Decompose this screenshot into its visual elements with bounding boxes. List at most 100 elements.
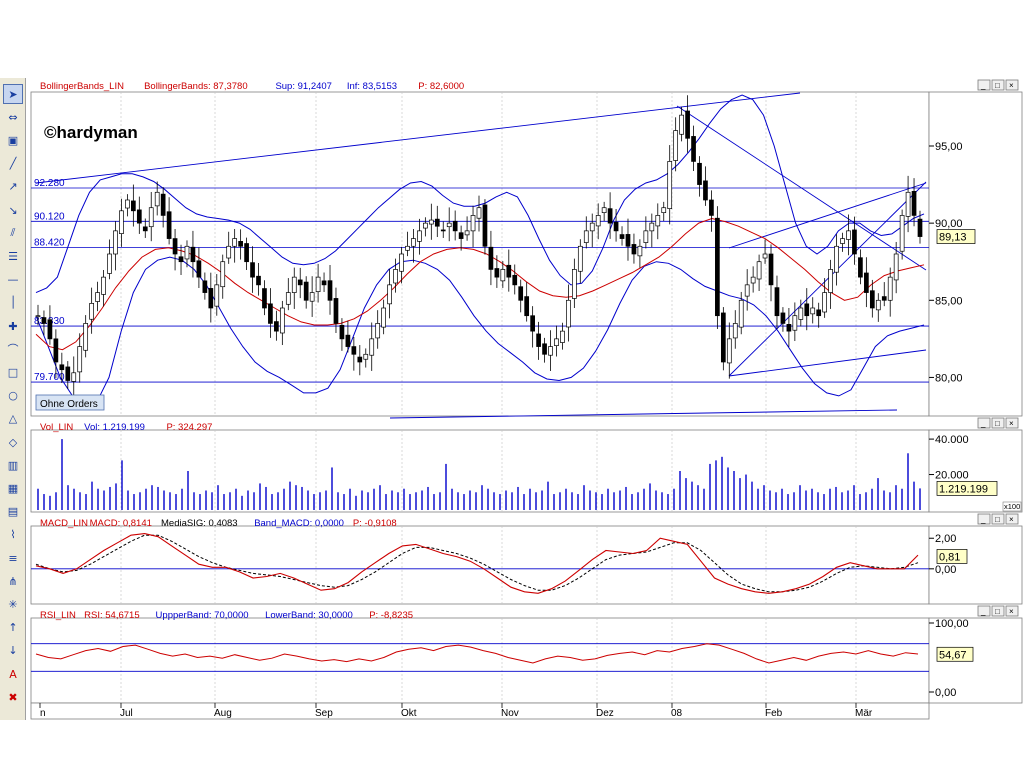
arc-icon[interactable]: ⌒ [7, 343, 19, 357]
volume-axis-label: 40.000 [935, 434, 969, 446]
panel-rsi-maximize-button [991, 605, 1005, 617]
panel-macd-maximize-button [991, 513, 1005, 525]
candle-body [113, 230, 118, 255]
antenna-icon[interactable]: ⌇ [10, 528, 16, 542]
drawing-toolbar: ➤ ⇔ ▣ ╱ ↗ ↘ ⫽ ☰ — │ ✚ ⌒ □ ○ △ ◇ ▥ ▦ ▤ ⌇ ≡ ⋔ ✳ ↑ ↓ A ✖ [0, 78, 26, 720]
month-label: Jul [120, 708, 133, 719]
arrow-line-icon[interactable]: ↘ [8, 203, 18, 217]
panel-volume-minimize-button [977, 417, 991, 429]
candle-body [572, 269, 577, 299]
candle-body [83, 323, 89, 351]
candle-body [834, 245, 839, 273]
candle-body [309, 292, 315, 302]
triangle-icon[interactable]: △ [8, 412, 18, 426]
candle-icon[interactable]: ▤ [7, 505, 19, 519]
down-arrow-icon[interactable]: ↓ [8, 644, 18, 658]
candle-body [685, 110, 690, 139]
candle-body [577, 245, 583, 272]
candle-body [542, 343, 547, 355]
candle-body [756, 261, 762, 280]
rsi-last-value-box [936, 646, 974, 662]
candle-body [905, 191, 911, 217]
candle-body [899, 215, 905, 252]
panel-rsi-window-button-glyph: _ [980, 607, 986, 616]
vertical-line-icon[interactable]: │ [9, 296, 17, 310]
pitchfork-icon[interactable]: ⋔ [8, 574, 18, 588]
trash-icon[interactable]: ✖ [8, 690, 18, 704]
panel-volume-header-item: Vol_LIN [40, 422, 73, 433]
panel-bollinger-header-item: Sup: 91,2407 [275, 81, 332, 92]
diamond-icon[interactable]: ◇ [8, 435, 18, 449]
candle-body [148, 207, 154, 228]
panel-macd-close-button [1005, 513, 1019, 525]
bar-chart-icon[interactable]: ▥ [7, 458, 19, 472]
parallel-lines-icon[interactable]: ⫽ [10, 226, 16, 240]
candle-body [583, 230, 589, 243]
candle-body [607, 208, 613, 224]
month-label: Sep [315, 708, 333, 719]
month-label: Dez [596, 708, 614, 719]
price-axis-label: 90,00 [935, 218, 963, 230]
candle-body [59, 364, 65, 371]
cross-icon[interactable]: ✚ [8, 319, 18, 333]
candle-body [589, 222, 595, 232]
month-label: n [40, 708, 46, 719]
candle-body [536, 333, 541, 347]
list-icon[interactable]: ≡ [8, 551, 18, 565]
panel-rsi-header-item: RSI: 54,6715 [84, 610, 139, 621]
gann-icon[interactable]: ✳ [8, 597, 18, 611]
candle-body [262, 288, 267, 309]
panel-macd-header-item: MACD: 0,8141 [90, 518, 152, 529]
panel-macd-window-button-glyph: × [1009, 515, 1014, 524]
candle-body [393, 269, 398, 284]
candle-body [798, 307, 804, 320]
candle-body [339, 324, 345, 340]
candle-body [500, 269, 506, 282]
text-icon[interactable]: A [9, 667, 17, 681]
candle-body [142, 226, 148, 232]
candle-body [476, 207, 482, 219]
panel-macd-frame [30, 525, 930, 605]
candle-body [423, 222, 428, 229]
candle-body [673, 130, 679, 161]
ellipse-icon[interactable]: ○ [8, 389, 18, 403]
candle-body [166, 211, 172, 239]
panel-rsi-window-button-glyph: × [1009, 607, 1014, 616]
lower-bollinger-band [35, 256, 925, 405]
candle-body [405, 245, 410, 251]
candle-body [864, 272, 869, 293]
panel-volume-window-button-glyph: _ [980, 419, 986, 428]
volume-icon[interactable]: ▦ [7, 481, 19, 495]
candle-body [202, 280, 208, 293]
up-arrow-icon[interactable]: ↑ [8, 621, 18, 635]
candle-body [631, 244, 637, 255]
level-label: 88.420 [34, 238, 65, 249]
panel-bollinger-header-item: BollingerBands_LIN [40, 81, 124, 92]
crosshair-icon[interactable]: ⇔ [8, 110, 18, 124]
upper-bollinger-band [35, 94, 925, 294]
volume-axis-label: 20.000 [935, 470, 969, 482]
candle-body [172, 238, 178, 255]
orders-toggle-button[interactable] [35, 394, 105, 411]
trendline-icon[interactable]: ╱ [9, 157, 17, 171]
candle-body [518, 286, 524, 301]
zoom-box-icon[interactable]: ▣ [7, 133, 19, 147]
candle-body [828, 269, 833, 293]
time-axis [30, 702, 930, 720]
candle-body [893, 253, 899, 281]
watermark: ©hardyman [44, 123, 138, 142]
fib-lines-icon[interactable]: ☰ [8, 249, 18, 263]
candle-body [619, 234, 625, 239]
candle-body [411, 238, 416, 247]
candle-body [256, 275, 261, 286]
candle-body [291, 276, 297, 293]
ray-icon[interactable]: ↗ [8, 180, 18, 194]
candle-body [554, 338, 559, 346]
rectangle-icon[interactable]: □ [7, 365, 19, 379]
candle-body [470, 215, 476, 232]
candle-body [786, 324, 792, 332]
candle-body [625, 234, 631, 247]
horizontal-line-icon[interactable]: — [7, 273, 19, 287]
cursor-icon[interactable]: ➤ [3, 84, 23, 104]
candle-body [804, 303, 810, 317]
